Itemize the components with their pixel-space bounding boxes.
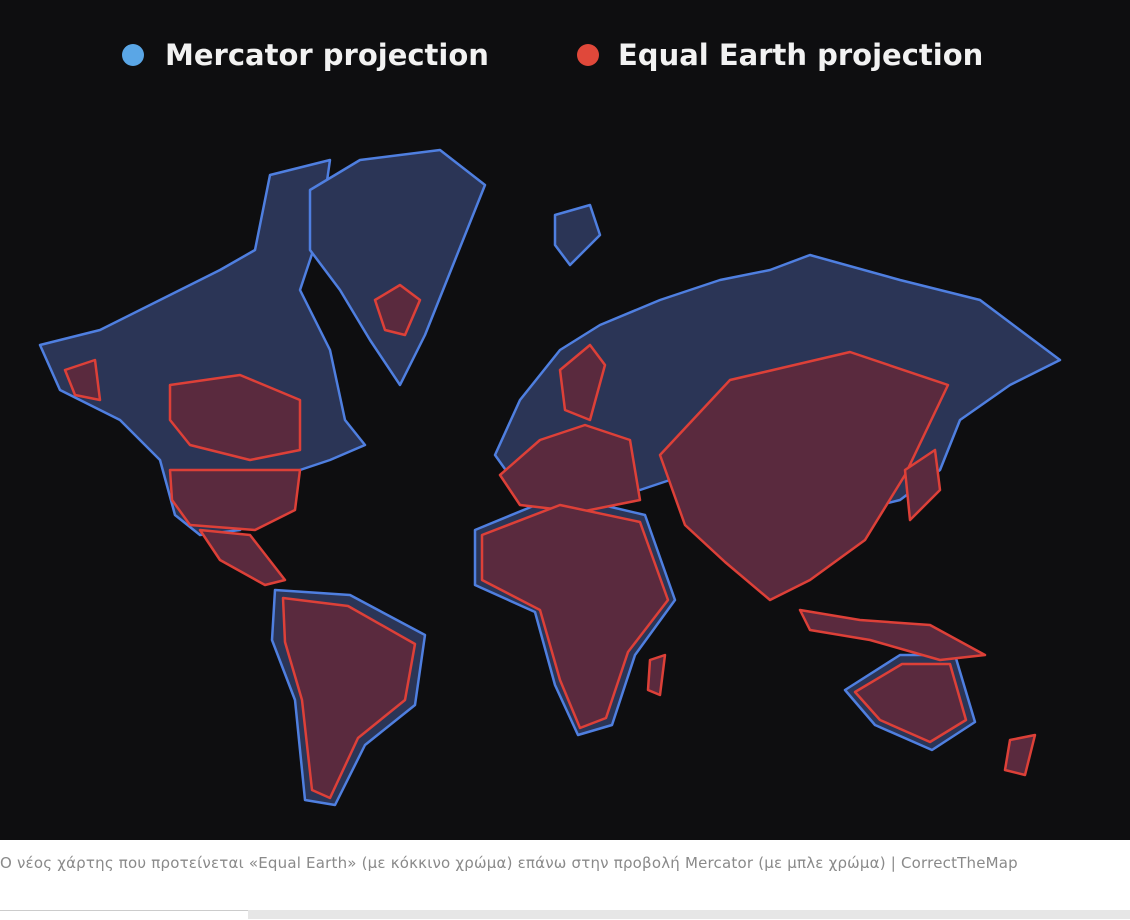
madagascar: [646, 653, 667, 697]
legend-dot: [122, 44, 144, 66]
caption: Ο νέος χάρτης που προτείνεται «Equal Ear…: [0, 854, 1018, 872]
greenland: [308, 148, 487, 387]
divider: [0, 910, 248, 920]
scandinavia: [558, 343, 607, 422]
legend-label: Equal Earth projection: [618, 38, 983, 72]
divider: [0, 910, 1130, 919]
japan: [903, 448, 942, 522]
usa: [168, 468, 302, 532]
central-america: [198, 528, 287, 587]
africa-ee: [480, 503, 670, 730]
asia: [658, 350, 950, 602]
legend-dot: [577, 44, 599, 66]
indonesia: [798, 608, 987, 662]
equal-earth-land: [63, 283, 1037, 800]
australia-ee: [853, 662, 968, 744]
europe: [498, 423, 642, 514]
legend-label: Mercator projection: [165, 38, 489, 72]
new-zealand: [1003, 733, 1037, 777]
svalbard: [553, 203, 602, 267]
south-america-ee: [281, 596, 417, 800]
canada: [168, 373, 302, 462]
greenland-ee: [373, 283, 422, 337]
alaska: [63, 358, 102, 402]
map-image: Mercator projection Equal Earth projecti…: [0, 0, 1130, 840]
legend: Mercator projection Equal Earth projecti…: [122, 38, 983, 72]
